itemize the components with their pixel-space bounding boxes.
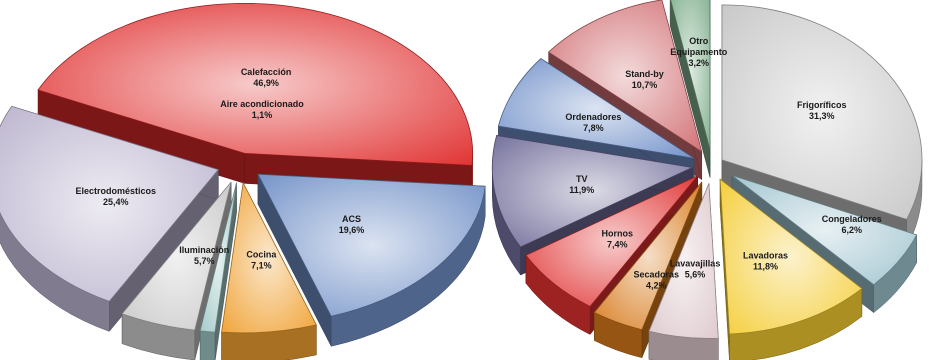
slice-label-calefaccion: Calefacción 46,9% [241,67,292,88]
slice-value-tv: 11,9% [569,185,594,195]
slice-label-stand-by: Stand-by 10,7% [625,69,664,90]
pie-slice-top-acs [257,173,486,317]
slice-label-frigorificos: Frigoríficos 31,3% [797,100,847,121]
pie-slice-aire-acondicionado [199,182,237,360]
slice-value-calefaccion: 46,9% [253,78,279,88]
left-pie-chart: Calefacción 46,9% ACS 19,6% Cocina 7,1% Aire a… [0,3,486,360]
slice-value-lavavajillas: 5,6% [685,269,706,279]
pie-slice-acs [257,173,486,347]
pie-slice-top-stand-by [547,0,703,153]
right-pie-chart: Frigoríficos 31,3% Congeladores 6,2% Lavador… [491,0,923,360]
slice-label-lavavajillas: Lavavajillas 5,6% [670,258,721,279]
slice-label-acs: ACS 19,6% [339,214,365,235]
slice-label-congeladores: Congeladores 6,2% [822,214,882,235]
slice-value-equipamento: 3,2% [689,58,710,68]
slice-label-secadoras: Secadoras 4,2% [633,270,679,291]
pie-slice-top-ordenadores [497,58,695,159]
slice-value-secadoras: 4,2% [646,281,667,291]
pie-slice-top-aire-acondicionado [199,182,237,333]
pie-slice-top-electrodomesticos [0,105,220,302]
slice-value-ordenadores: 7,8% [583,123,604,133]
pie-slice-top-hornos [525,175,698,307]
pie-slice-top-calefaccion [37,3,473,166]
pie-slice-top-lavadoras [719,178,863,335]
slice-value-aire-acondicionado: 1,1% [252,110,273,120]
pie-slice-top-equipamento [670,0,711,150]
slice-value-congeladores: 6,2% [842,225,863,235]
slice-value-lavadoras: 11,8% [753,262,778,272]
pie-slice-electrodomesticos [0,105,220,333]
slice-label-hornos: Hornos 7,4% [602,228,634,249]
slice-value-electrodomesticos: 25,4% [103,197,129,207]
slice-label-aire-acondicionado: Aire acondicionado 1,1% [220,99,304,120]
pie-slice-cocina [221,181,317,360]
slice-label-lavadoras: Lavadoras 11,8% [743,251,788,272]
slice-label-iluminacion: Iluminación 5,7% [179,245,229,266]
pie-slice-top-frigorificos [721,4,923,220]
slice-label-equipamento: Otro Equipamento 3,2% [670,36,728,68]
pie-slice-lavadoras [719,178,863,360]
slice-value-iluminacion: 5,7% [194,256,215,266]
slice-value-frigorificos: 31,3% [809,111,835,121]
pie-slice-equipamento [669,0,711,178]
slice-value-stand-by: 10,7% [632,80,658,90]
slice-label-electrodomesticos: Electrodomésticos 25,4% [75,186,156,207]
pie-slice-top-iluminacion [121,181,232,331]
slice-value-cocina: 7,1% [251,260,272,270]
slice-label-ordenadores: Ordenadores 7,8% [565,112,621,133]
pie-slice-top-lavavajillas [648,183,719,339]
pie-slice-top-cocina [221,181,317,334]
pie-slice-top-tv [491,134,694,248]
slice-label-cocina: Cocina 7,1% [246,249,277,270]
pie-slice-top-secadoras [593,181,703,331]
pie-slice-iluminacion [121,181,232,360]
slice-value-acs: 19,6% [339,225,365,235]
slice-value-hornos: 7,4% [607,239,628,249]
pie-slice-top-congeladores [731,174,918,286]
pie-slice-lavavajillas [648,183,719,360]
slice-label-tv: TV 11,9% [569,174,594,195]
